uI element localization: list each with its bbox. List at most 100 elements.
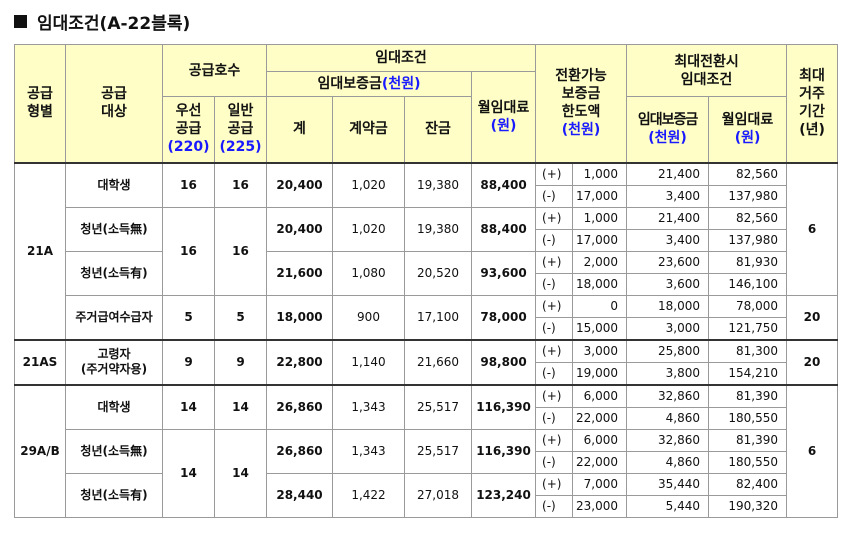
header-lease-terms: 임대조건	[265, 44, 537, 72]
balance-cell: 20,520	[404, 250, 472, 296]
page-title: 임대조건(A-22블록)	[14, 8, 190, 34]
minus-sign: (-)	[535, 450, 574, 474]
plus-sign: (+)	[535, 206, 574, 230]
balance-cell: 19,380	[404, 206, 472, 252]
rent-cell: 116,390	[470, 428, 537, 474]
total-cell: 28,440	[266, 472, 333, 518]
period-cell: 20	[786, 339, 839, 385]
general-cell: 14	[214, 384, 267, 430]
priority-cell: 5	[162, 294, 215, 340]
period-cell: 6	[786, 162, 839, 296]
plus-amount: 3,000	[572, 339, 628, 363]
square-bullet-icon	[14, 14, 27, 28]
rent-cell: 88,400	[470, 162, 537, 208]
total-cell: 20,400	[266, 162, 333, 208]
total-cell: 26,860	[266, 384, 333, 430]
minus-deposit: 3,800	[626, 361, 710, 385]
title-text: 임대조건(A-22블록)	[37, 13, 191, 34]
plus-deposit: 32,860	[626, 428, 710, 452]
target-cell: 청년(소득無)	[65, 206, 163, 252]
plus-rent: 81,390	[708, 428, 788, 452]
minus-deposit: 3,400	[626, 184, 710, 208]
minus-sign: (-)	[535, 184, 574, 208]
plus-sign: (+)	[535, 428, 574, 452]
rent-cell: 123,240	[470, 472, 537, 518]
priority-cell: 14	[162, 428, 215, 518]
header-convertible: 전환가능 보증금 한도액 (천원)	[535, 44, 628, 163]
contract-cell: 1,080	[332, 250, 405, 296]
plus-deposit: 23,600	[626, 250, 710, 274]
plus-rent: 82,560	[708, 206, 788, 230]
plus-amount: 1,000	[572, 162, 628, 186]
minus-amount: 23,000	[572, 494, 628, 518]
balance-cell: 25,517	[404, 384, 472, 430]
minus-sign: (-)	[535, 228, 574, 252]
contract-cell: 1,020	[332, 162, 405, 208]
minus-amount: 15,000	[572, 316, 628, 340]
general-cell: 5	[214, 294, 267, 340]
minus-deposit: 4,860	[626, 450, 710, 474]
minus-rent: 137,980	[708, 228, 788, 252]
target-cell: 고령자 (주거약자용)	[65, 339, 163, 385]
header-deposit: 임대보증금(천원)	[266, 71, 472, 97]
minus-sign: (-)	[535, 361, 574, 385]
minus-sign: (-)	[535, 316, 574, 340]
minus-sign: (-)	[535, 406, 574, 430]
plus-sign: (+)	[535, 339, 574, 363]
minus-rent: 121,750	[708, 316, 788, 340]
balance-cell: 17,100	[404, 294, 472, 340]
minus-amount: 17,000	[572, 184, 628, 208]
minus-rent: 180,550	[708, 450, 788, 474]
header-priority: 우선 공급 (220)	[162, 96, 215, 163]
plus-deposit: 32,860	[626, 384, 710, 408]
plus-rent: 82,560	[708, 162, 788, 186]
minus-amount: 22,000	[572, 450, 628, 474]
minus-deposit: 3,000	[626, 316, 710, 340]
plus-sign: (+)	[535, 294, 574, 318]
general-cell: 14	[214, 428, 267, 518]
type-cell: 21AS	[14, 339, 66, 385]
minus-amount: 19,000	[572, 361, 628, 385]
header-target: 공급 대상	[65, 44, 163, 163]
lease-terms-table: 공급 형별 공급 대상 공급호수 임대조건 전환가능 보증금 한도액 (천원) …	[14, 44, 839, 518]
target-cell: 대학생	[65, 384, 163, 430]
plus-sign: (+)	[535, 384, 574, 408]
plus-amount: 0	[572, 294, 628, 318]
minus-deposit: 3,400	[626, 228, 710, 252]
general-cell: 9	[214, 339, 267, 385]
target-cell: 청년(소득無)	[65, 428, 163, 474]
minus-rent: 146,100	[708, 272, 788, 296]
header-max-rent: 월임대료 (원)	[708, 96, 788, 163]
minus-amount: 18,000	[572, 272, 628, 296]
header-max-period: 최대 거주 기간 (년)	[786, 44, 839, 163]
plus-deposit: 35,440	[626, 472, 710, 496]
header-type: 공급 형별	[14, 44, 66, 163]
contract-cell: 900	[332, 294, 405, 340]
minus-rent: 137,980	[708, 184, 788, 208]
type-cell: 21A	[14, 162, 66, 340]
minus-sign: (-)	[535, 272, 574, 296]
plus-rent: 81,300	[708, 339, 788, 363]
header-max-conversion: 최대전환시 임대조건	[626, 44, 788, 97]
period-cell: 20	[786, 294, 839, 340]
target-cell: 주거급여수급자	[65, 294, 163, 340]
header-supply-units: 공급호수	[162, 44, 267, 97]
plus-rent: 81,930	[708, 250, 788, 274]
total-cell: 21,600	[266, 250, 333, 296]
minus-rent: 154,210	[708, 361, 788, 385]
plus-amount: 1,000	[572, 206, 628, 230]
plus-amount: 2,000	[572, 250, 628, 274]
minus-deposit: 4,860	[626, 406, 710, 430]
minus-amount: 17,000	[572, 228, 628, 252]
priority-cell: 16	[162, 162, 215, 208]
header-general: 일반 공급 (225)	[214, 96, 267, 163]
header-monthly-rent: 월임대료 (원)	[470, 71, 537, 163]
minus-amount: 22,000	[572, 406, 628, 430]
minus-sign: (-)	[535, 494, 574, 518]
minus-deposit: 3,600	[626, 272, 710, 296]
header-contract-fee: 계약금	[332, 96, 405, 163]
minus-deposit: 5,440	[626, 494, 710, 518]
minus-rent: 180,550	[708, 406, 788, 430]
rent-cell: 88,400	[470, 206, 537, 252]
plus-deposit: 25,800	[626, 339, 710, 363]
